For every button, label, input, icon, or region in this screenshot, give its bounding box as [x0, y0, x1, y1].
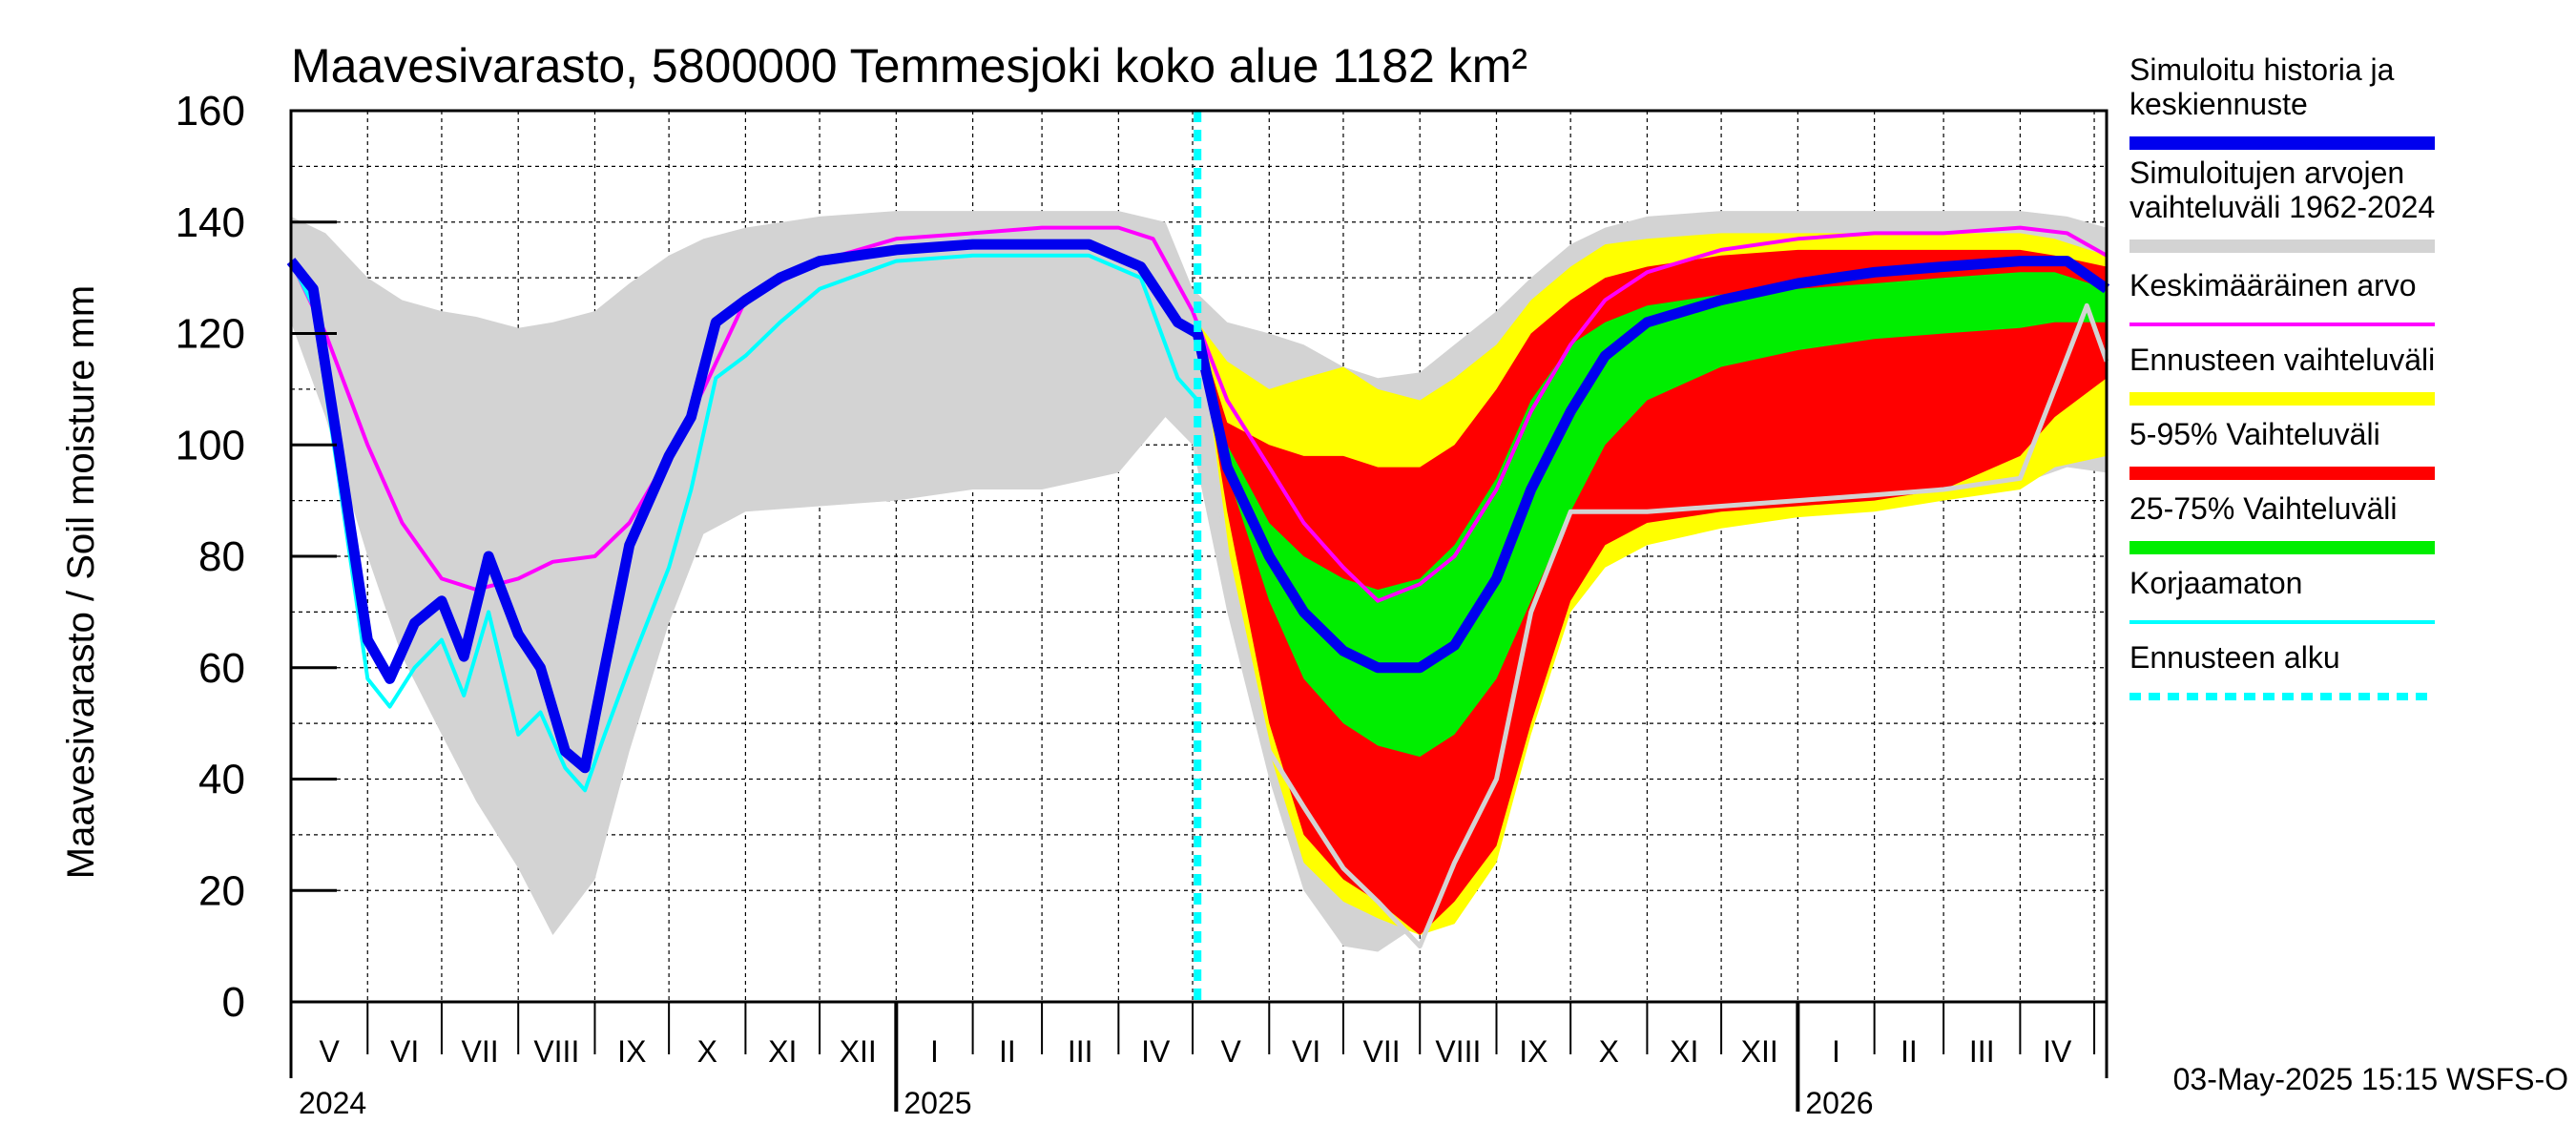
month-label: X	[1599, 1034, 1619, 1069]
y-tick-label: 140	[176, 199, 245, 246]
y-tick-label: 160	[176, 88, 245, 135]
month-label: XII	[1741, 1034, 1778, 1069]
footer-timestamp: 03-May-2025 15:15 WSFS-O	[2173, 1062, 2568, 1096]
y-tick-label: 100	[176, 422, 245, 468]
month-label: X	[697, 1034, 717, 1069]
month-label: III	[1969, 1034, 1995, 1069]
uncorrected-forecast-line	[1195, 302, 2109, 949]
uncorrected-line	[289, 253, 1199, 793]
month-label: XI	[768, 1034, 797, 1069]
legend-label: 5-95% Vaihteluväli	[2129, 417, 2380, 451]
year-label: 2026	[1805, 1086, 1873, 1120]
month-label: VIII	[533, 1034, 579, 1069]
month-label: IV	[2043, 1034, 2072, 1069]
y-tick-label: 40	[198, 757, 245, 803]
chart-title: Maavesivarasto, 5800000 Temmesjoki koko …	[291, 39, 1527, 93]
month-label: IX	[617, 1034, 646, 1069]
y-axis-label: Maavesivarasto / Soil moisture mm	[60, 285, 102, 879]
month-label: VI	[390, 1034, 419, 1069]
month-label: VII	[462, 1034, 499, 1069]
legend-label: Korjaamaton	[2129, 566, 2302, 600]
month-label: VII	[1363, 1034, 1401, 1069]
y-tick-label: 80	[198, 533, 245, 580]
month-label: II	[999, 1034, 1016, 1069]
y-tick-label: 60	[198, 645, 245, 692]
legend-label: Ennusteen alku	[2129, 640, 2340, 675]
month-label: XII	[840, 1034, 877, 1069]
year-label: 2024	[299, 1086, 366, 1120]
data-lines	[286, 111, 2110, 1002]
legend-label: Simuloitu historia ja keskiennuste	[2129, 52, 2395, 121]
month-label: V	[1220, 1034, 1241, 1069]
month-label: VI	[1292, 1034, 1320, 1069]
y-tick-label: 0	[222, 979, 245, 1026]
legend: Simuloitu historia ja keskiennuste Simuloi…	[2129, 52, 2435, 700]
year-label: 2025	[904, 1086, 971, 1120]
month-label: I	[1832, 1034, 1840, 1069]
legend-label: Ennusteen vaihteluväli	[2129, 343, 2435, 377]
data-areas	[291, 211, 2107, 952]
month-label: V	[319, 1034, 340, 1069]
p25-75-range-area	[1197, 272, 2107, 758]
month-label: I	[930, 1034, 939, 1069]
month-label: XI	[1670, 1034, 1698, 1069]
y-tick-label: 120	[176, 311, 245, 358]
month-label: II	[1901, 1034, 1918, 1069]
legend-label: Simuloitujen arvojen vaihteluväli 1962-20…	[2129, 156, 2435, 224]
month-label: VIII	[1435, 1034, 1481, 1069]
legend-label: 25-75% Vaihteluväli	[2129, 491, 2397, 526]
month-label: IX	[1519, 1034, 1548, 1069]
month-label: III	[1068, 1034, 1093, 1069]
month-label: IV	[1141, 1034, 1171, 1069]
simulated-history-line	[286, 239, 2110, 774]
legend-label: Keskimääräinen arvo	[2129, 268, 2417, 302]
p5-95-range-area	[1197, 249, 2107, 935]
mean-line	[289, 225, 2108, 603]
y-tick-label: 20	[198, 867, 245, 914]
